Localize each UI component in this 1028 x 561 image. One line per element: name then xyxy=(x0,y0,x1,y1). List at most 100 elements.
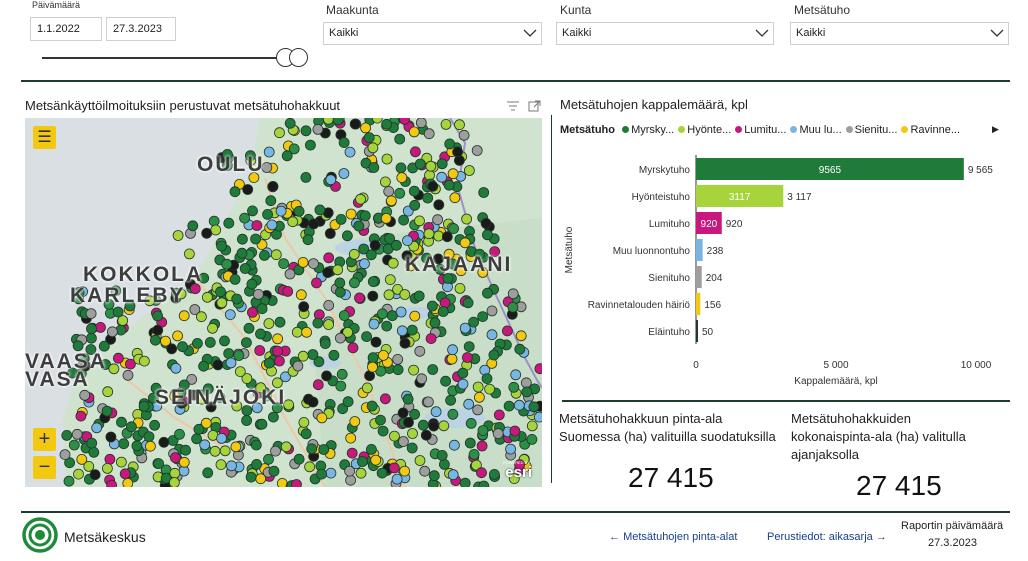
map-point[interactable] xyxy=(419,465,431,477)
map-point[interactable] xyxy=(476,467,487,479)
map-point[interactable] xyxy=(432,214,444,226)
map-point[interactable] xyxy=(427,364,439,375)
map-point[interactable] xyxy=(223,217,235,229)
map-point[interactable] xyxy=(388,462,400,474)
map-point[interactable] xyxy=(323,299,335,311)
map-point[interactable] xyxy=(493,409,505,421)
map-point[interactable] xyxy=(462,297,474,309)
map-point[interactable] xyxy=(251,458,263,470)
map-point[interactable] xyxy=(304,461,316,473)
map-point[interactable] xyxy=(447,469,459,481)
map-point[interactable] xyxy=(169,477,180,488)
map-point[interactable] xyxy=(246,306,258,318)
map-point[interactable] xyxy=(458,129,470,141)
map-point[interactable] xyxy=(73,293,84,305)
map-point[interactable] xyxy=(367,142,379,154)
map-point[interactable] xyxy=(216,297,228,309)
map-point[interactable] xyxy=(338,310,350,321)
map-point[interactable] xyxy=(365,443,377,455)
map-point[interactable] xyxy=(216,432,228,444)
map-point[interactable] xyxy=(276,478,288,487)
map-point[interactable] xyxy=(209,445,221,457)
map-point[interactable] xyxy=(415,118,427,129)
map-point[interactable] xyxy=(64,457,75,469)
map-point[interactable] xyxy=(240,337,252,349)
map-point[interactable] xyxy=(482,287,493,299)
map-point[interactable] xyxy=(229,186,241,198)
map-point[interactable] xyxy=(360,122,372,134)
map-point[interactable] xyxy=(385,195,397,207)
map-point[interactable] xyxy=(263,146,275,158)
map-point[interactable] xyxy=(325,174,337,186)
map-point[interactable] xyxy=(321,370,333,382)
map-point[interactable] xyxy=(406,442,418,454)
map-point[interactable] xyxy=(377,349,389,361)
map-point[interactable] xyxy=(301,326,313,338)
map-point[interactable] xyxy=(505,443,517,455)
map-point[interactable] xyxy=(429,317,441,329)
map-point[interactable] xyxy=(465,417,477,429)
map-point[interactable] xyxy=(153,458,165,470)
map-point[interactable] xyxy=(367,361,378,373)
map-point[interactable] xyxy=(297,256,309,268)
map-point[interactable] xyxy=(172,230,184,241)
map-point[interactable] xyxy=(405,260,417,272)
map-point[interactable] xyxy=(230,441,242,453)
map-point[interactable] xyxy=(384,274,396,286)
map-point[interactable] xyxy=(414,345,426,357)
map-point[interactable] xyxy=(251,402,263,414)
map-point[interactable] xyxy=(401,250,413,262)
map-point[interactable] xyxy=(363,132,375,144)
map-point[interactable] xyxy=(492,428,504,440)
map-point[interactable] xyxy=(342,396,354,408)
map-point[interactable] xyxy=(508,381,520,393)
map-point[interactable] xyxy=(85,308,97,320)
map-point[interactable] xyxy=(63,475,75,487)
map-point[interactable] xyxy=(231,293,243,305)
map-point[interactable] xyxy=(463,341,475,353)
map-point[interactable] xyxy=(174,428,185,440)
map-point[interactable] xyxy=(107,326,118,338)
map-point[interactable] xyxy=(307,396,319,408)
map-point[interactable] xyxy=(72,340,84,352)
map-point[interactable] xyxy=(149,419,161,431)
map-point[interactable] xyxy=(408,126,420,138)
map-point[interactable] xyxy=(335,214,347,225)
map-point[interactable] xyxy=(514,343,526,355)
map-point[interactable] xyxy=(438,420,450,432)
map-point[interactable] xyxy=(214,392,226,403)
map-point[interactable] xyxy=(399,465,411,477)
map-point[interactable] xyxy=(427,180,439,192)
map-point[interactable] xyxy=(308,258,319,270)
map-point[interactable] xyxy=(367,290,379,302)
map-point[interactable] xyxy=(124,300,136,312)
map-point[interactable] xyxy=(288,143,300,155)
map-point[interactable] xyxy=(193,423,205,435)
map-point[interactable] xyxy=(534,363,542,375)
map-point[interactable] xyxy=(387,257,399,269)
map-point[interactable] xyxy=(355,193,366,205)
map-point[interactable] xyxy=(398,214,410,226)
map-point[interactable] xyxy=(366,400,378,412)
map-point[interactable] xyxy=(338,168,350,179)
map-point[interactable] xyxy=(256,418,268,430)
map-point[interactable] xyxy=(336,368,348,380)
map-point[interactable] xyxy=(263,318,275,329)
map-point[interactable] xyxy=(188,389,200,401)
map-point[interactable] xyxy=(443,179,455,191)
map-point[interactable] xyxy=(312,317,324,329)
map-point[interactable] xyxy=(501,325,513,337)
map-point[interactable] xyxy=(256,303,268,315)
map-point[interactable] xyxy=(377,425,389,437)
kunta-dropdown[interactable]: Kaikki xyxy=(556,22,774,45)
map-point[interactable] xyxy=(533,411,542,423)
map-point[interactable] xyxy=(110,285,122,297)
map-point[interactable] xyxy=(349,416,361,427)
map-point[interactable] xyxy=(268,465,280,477)
map-point[interactable] xyxy=(507,301,519,313)
map-point[interactable] xyxy=(91,422,103,434)
metsatuho-dropdown[interactable]: Kaikki xyxy=(790,22,1009,45)
map-point[interactable] xyxy=(477,425,489,436)
map-point[interactable] xyxy=(445,394,457,406)
map-point[interactable] xyxy=(468,316,480,328)
